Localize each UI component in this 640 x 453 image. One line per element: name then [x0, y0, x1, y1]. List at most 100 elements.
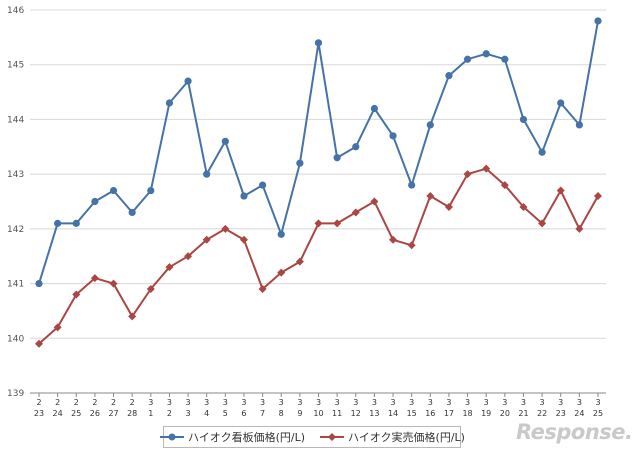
y-tick-label-144: 144	[7, 115, 24, 125]
data-point-s1-0	[35, 339, 43, 348]
data-point-s1-13	[277, 268, 286, 277]
legend-marker-circle	[160, 433, 185, 441]
data-point-s0-23	[463, 55, 472, 63]
x-tick-month-27: 3	[540, 398, 545, 407]
legend-label-signboard-price: ハイオク看板価格(円/L)	[188, 431, 305, 444]
data-point-s0-25	[501, 55, 509, 63]
y-axis-ticks: 139 140 141 142 143 144 145 146	[7, 6, 24, 399]
x-tick-month-20: 3	[409, 398, 414, 407]
data-point-s1-23	[463, 170, 472, 179]
x-tick-day-6: 1	[148, 409, 153, 418]
data-point-s1-25	[500, 181, 509, 190]
x-tick-day-19: 14	[388, 409, 398, 418]
y-tick-label-146: 146	[7, 6, 24, 16]
data-point-s1-27	[538, 219, 547, 228]
y-tick-label-142: 142	[7, 225, 24, 235]
legend-marker-diamond	[320, 433, 344, 441]
x-tick-day-3: 26	[90, 409, 100, 418]
data-point-s1-10	[221, 224, 230, 233]
data-point-s0-14	[296, 159, 304, 167]
legend-label-actual-price: ハイオク実売価格(円/L)	[348, 431, 465, 444]
data-point-s1-3	[90, 274, 99, 283]
x-tick-month-0: 2	[36, 398, 41, 407]
x-tick-month-11: 3	[241, 398, 246, 407]
x-tick-day-28: 23	[556, 409, 566, 418]
x-tick-day-15: 10	[313, 409, 323, 418]
x-tick-month-13: 3	[279, 398, 284, 407]
x-tick-day-25: 20	[500, 409, 510, 418]
x-tick-day-10: 5	[223, 409, 228, 418]
data-point-s1-20	[407, 241, 416, 250]
y-tick-label-143: 143	[7, 170, 24, 180]
x-tick-day-5: 28	[127, 409, 137, 418]
data-point-s0-10	[221, 137, 229, 145]
x-tick-month-15: 3	[316, 398, 321, 407]
data-point-s0-22	[445, 72, 453, 80]
data-point-s0-24	[482, 50, 490, 58]
x-tick-month-4: 2	[111, 398, 116, 407]
x-tick-day-26: 21	[518, 409, 528, 418]
data-point-s1-29	[575, 224, 584, 233]
x-tick-month-16: 3	[335, 398, 340, 407]
x-tick-day-9: 4	[204, 409, 209, 418]
x-tick-day-14: 9	[297, 409, 302, 418]
legend-item-signboard-price[interactable]: ハイオク看板価格(円/L)	[159, 429, 305, 445]
x-tick-day-2: 25	[71, 409, 81, 418]
data-point-s0-26	[519, 115, 528, 124]
x-tick-month-12: 3	[260, 398, 265, 407]
data-point-s0-13	[277, 230, 285, 238]
x-tick-month-28: 3	[558, 398, 563, 407]
x-tick-month-17: 3	[353, 398, 358, 407]
data-point-s1-7	[165, 263, 174, 272]
y-tick-label-145: 145	[7, 61, 24, 71]
x-tick-day-1: 24	[53, 409, 63, 418]
data-point-s1-26	[519, 202, 528, 211]
data-point-s1-6	[146, 285, 155, 294]
data-point-s0-30	[594, 17, 602, 25]
legend-item-actual-price[interactable]: ハイオク実売価格(円/L)	[319, 429, 465, 445]
series-line-1	[38, 167, 599, 345]
x-tick-day-30: 25	[593, 409, 603, 418]
x-tick-month-8: 3	[186, 398, 191, 407]
data-point-s0-12	[259, 181, 267, 189]
data-point-s1-4	[109, 279, 118, 288]
data-point-s1-17	[351, 208, 360, 217]
data-point-s1-11	[239, 235, 248, 244]
data-point-s0-8	[184, 77, 192, 85]
data-point-s0-11	[240, 192, 248, 200]
x-tick-month-10: 3	[223, 398, 228, 407]
data-point-s1-18	[370, 197, 379, 206]
y-tick-label-139: 139	[7, 389, 24, 399]
data-point-s0-17	[352, 143, 360, 151]
x-tick-month-25: 3	[502, 398, 507, 407]
data-point-s0-9	[203, 170, 211, 178]
data-point-s1-5	[128, 312, 137, 321]
x-tick-day-0: 23	[34, 409, 44, 418]
x-tick-month-22: 3	[446, 398, 451, 407]
x-tick-month-1: 2	[55, 398, 60, 407]
series-group	[35, 17, 602, 348]
series-line-0	[38, 20, 599, 284]
x-tick-day-22: 17	[444, 409, 454, 418]
x-tick-month-14: 3	[297, 398, 302, 407]
data-point-s0-7	[165, 99, 174, 107]
x-tick-month-6: 3	[148, 398, 153, 407]
data-point-s0-15	[314, 39, 323, 47]
data-point-s0-2	[72, 219, 80, 227]
data-point-s1-2	[72, 290, 81, 299]
data-point-s1-16	[333, 219, 342, 228]
data-point-s0-16	[333, 154, 341, 162]
x-tick-month-23: 3	[465, 398, 470, 407]
data-point-s0-6	[147, 186, 155, 195]
data-point-s0-19	[389, 132, 397, 140]
data-point-s0-29	[575, 121, 583, 129]
y-tick-label-140: 140	[7, 334, 24, 344]
x-tick-month-9: 3	[204, 398, 209, 407]
data-point-s0-20	[408, 181, 416, 189]
data-point-s0-4	[109, 186, 118, 195]
data-point-s0-5	[128, 208, 136, 217]
data-point-s1-1	[53, 323, 62, 332]
data-point-s1-19	[389, 235, 398, 244]
data-point-s0-1	[54, 219, 62, 227]
